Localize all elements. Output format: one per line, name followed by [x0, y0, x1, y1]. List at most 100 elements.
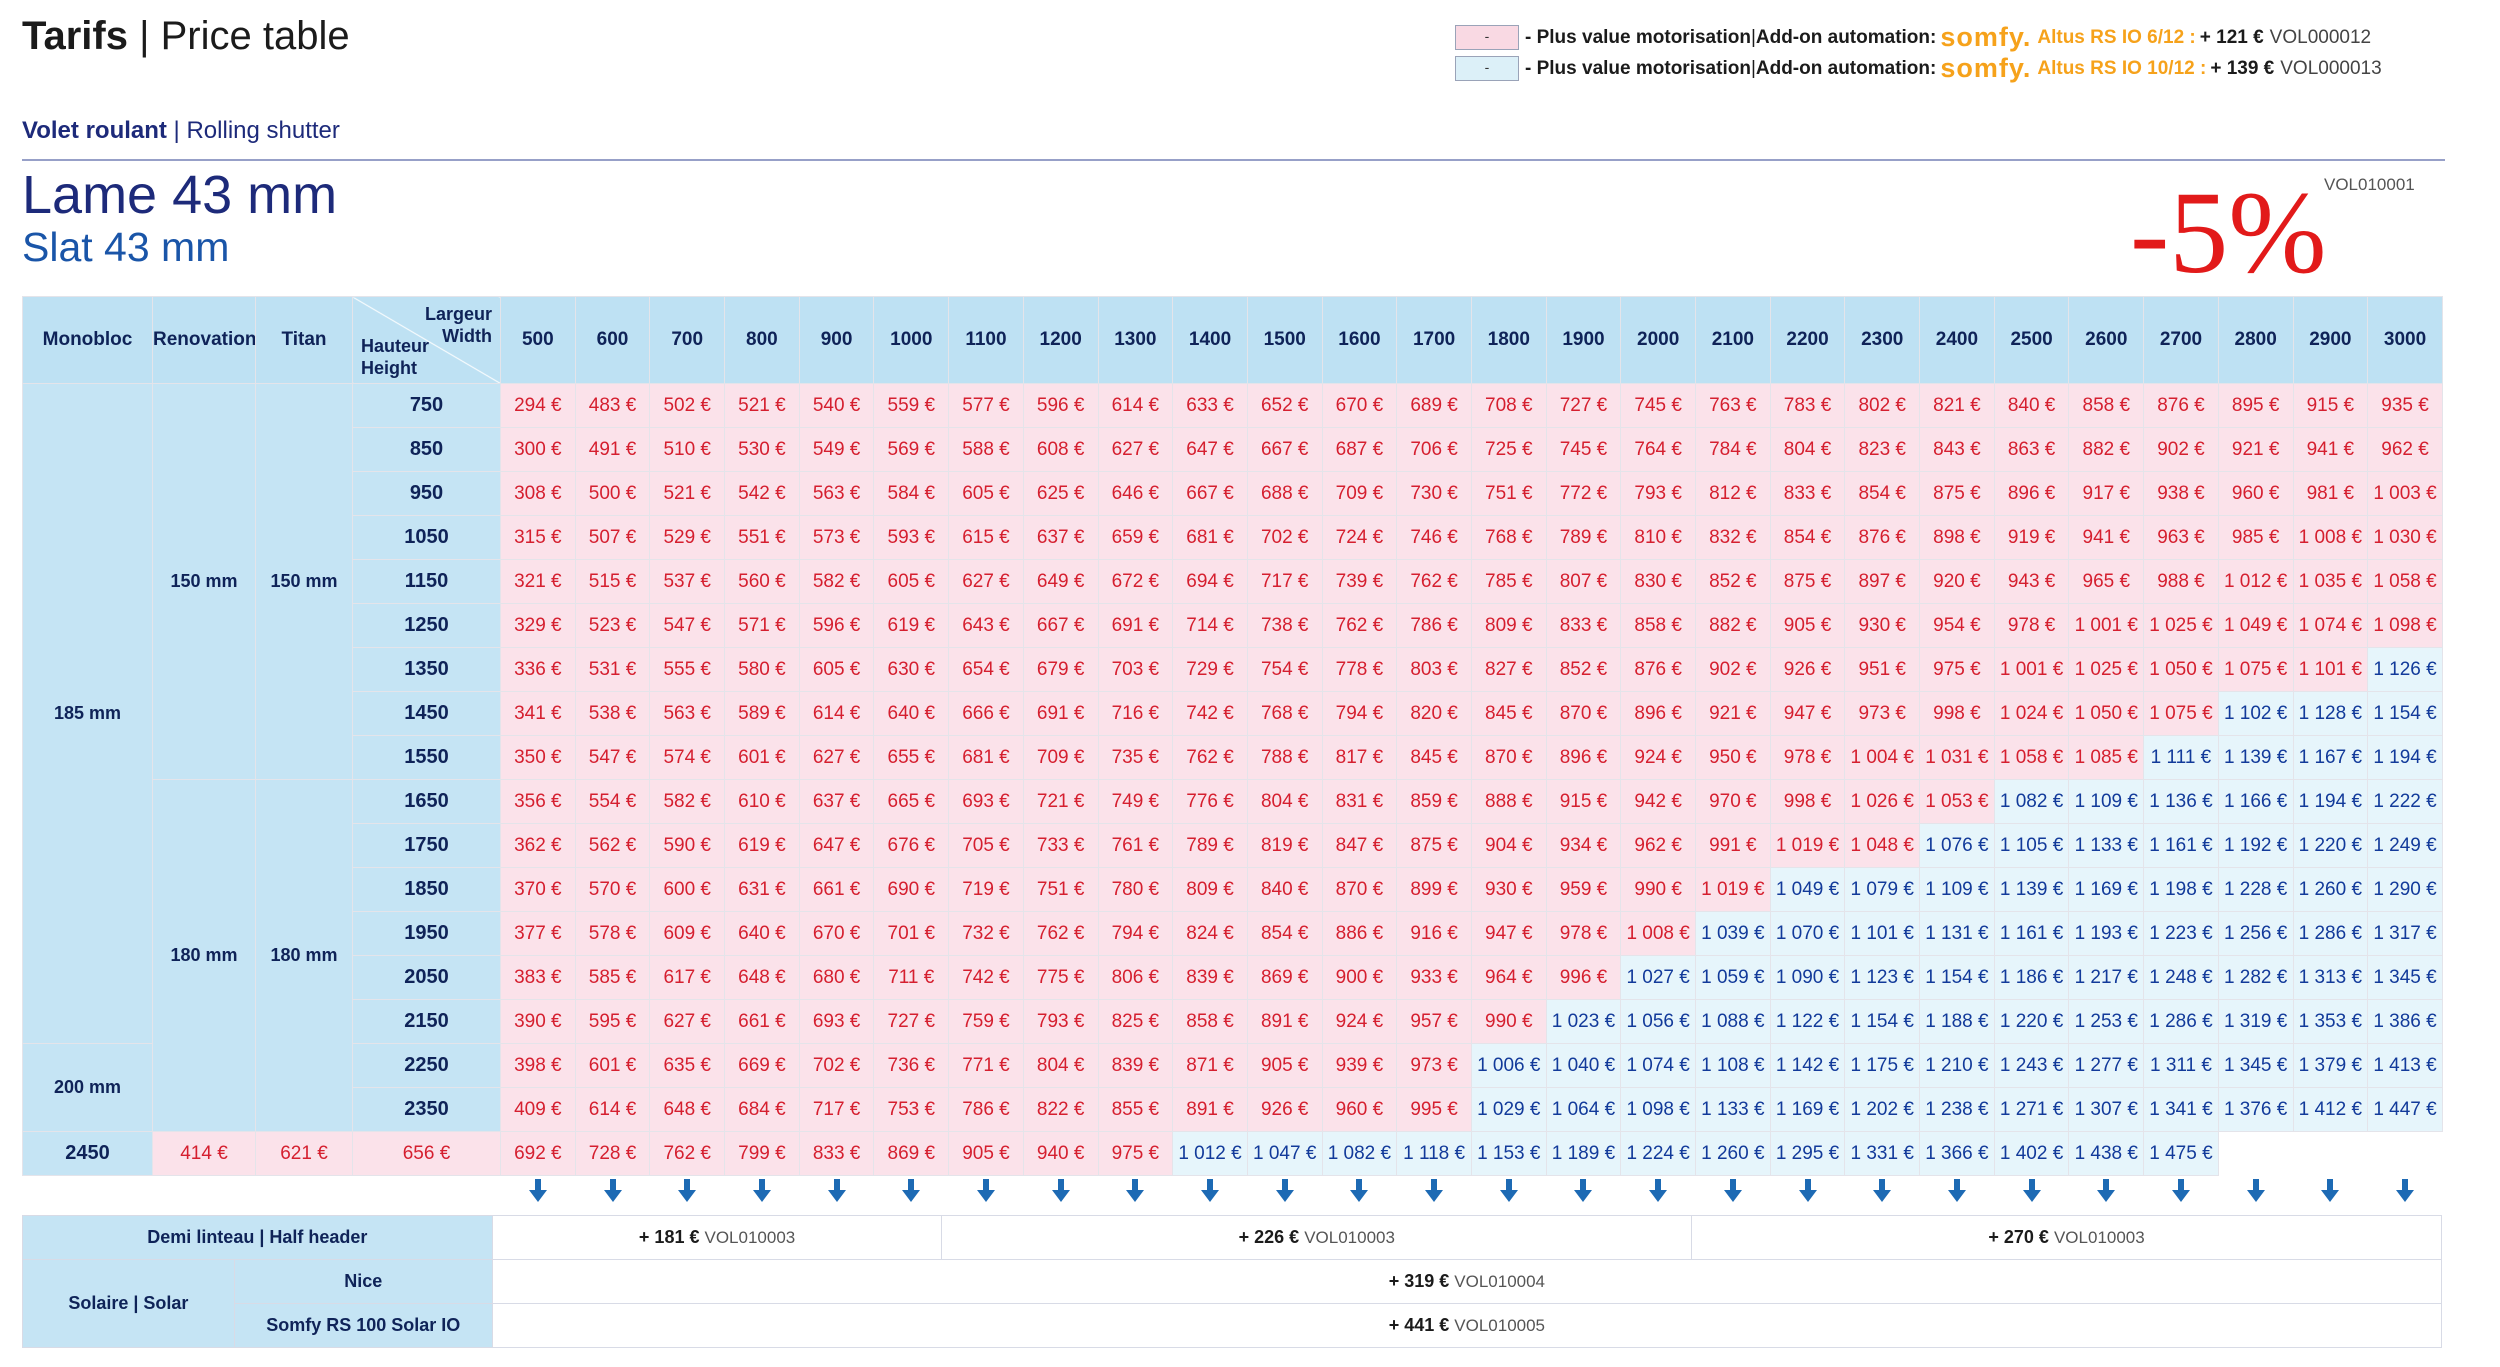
arrow-head — [1574, 1189, 1593, 1202]
renovation-size: 180 mm — [152, 779, 256, 1132]
price-cell: 549 € — [798, 427, 875, 472]
price-cell: 537 € — [649, 559, 726, 604]
arrow-head — [827, 1189, 846, 1202]
width-header: 600 — [574, 296, 651, 384]
legend-text-en: Add-on automation: — [1755, 57, 1937, 79]
price-cell: 830 € — [1620, 559, 1696, 604]
renovation-size: 150 mm — [152, 383, 256, 780]
price-cell: 1 008 € — [1620, 911, 1696, 956]
price-cell: 789 € — [1172, 823, 1248, 868]
price-cell: 709 € — [1022, 735, 1099, 780]
price-cell: 341 € — [500, 691, 576, 736]
table-row: 1350 336 €531 €555 €580 €605 €630 €654 €6… — [23, 647, 2443, 692]
price-cell: 637 € — [798, 779, 875, 824]
price-cell: 531 € — [574, 647, 651, 692]
price-cell: 562 € — [574, 823, 651, 868]
price-cell: 1 090 € — [1769, 955, 1846, 1000]
price-cell: 807 € — [1545, 559, 1622, 604]
price-cell: 1 402 € — [1993, 1131, 2070, 1176]
price-cell: 708 € — [1470, 383, 1547, 428]
price-cell: 762 € — [1022, 911, 1099, 956]
down-arrow-icon — [752, 1178, 771, 1203]
price-cell: 728 € — [574, 1131, 651, 1176]
price-cell: 763 € — [1695, 383, 1771, 428]
price-cell: 839 € — [1097, 1043, 1174, 1088]
arrow-cell — [724, 1175, 800, 1211]
price-cell: 840 € — [1993, 383, 2070, 428]
price-cell: 1 075 € — [2143, 691, 2219, 736]
arrow-stem — [1729, 1178, 1736, 1192]
price-cell: 1 286 € — [2292, 911, 2369, 956]
price-cell: 619 € — [873, 603, 950, 648]
arrow-head — [1873, 1189, 1892, 1202]
price-cell: 615 € — [948, 515, 1024, 560]
width-header: 800 — [724, 296, 800, 384]
price-cell: 691 € — [1097, 603, 1174, 648]
price-cell: 693 € — [798, 999, 875, 1044]
price-cell: 705 € — [948, 823, 1024, 868]
price-cell: 803 € — [1396, 647, 1472, 692]
price-cell: 899 € — [1396, 867, 1472, 912]
price-cell: 569 € — [873, 427, 950, 472]
arrow-cell — [1247, 1175, 1323, 1211]
height-value: 2050 — [352, 955, 501, 1000]
price-cell: 554 € — [574, 779, 651, 824]
price-cell: 1 039 € — [1695, 911, 1771, 956]
price-cell: 523 € — [574, 603, 651, 648]
arrow-stem — [1207, 1178, 1214, 1192]
price-cell: 1 047 € — [1246, 1131, 1323, 1176]
price-cell: 1 193 € — [2068, 911, 2145, 956]
legend-text-en: Add-on automation: — [1755, 26, 1937, 48]
price-cell: 1 311 € — [2143, 1043, 2219, 1088]
legend-text: - Plus value motorisation — [1525, 57, 1751, 79]
price-cell: 584 € — [873, 471, 950, 516]
arrow-head — [1425, 1189, 1444, 1202]
price-cell: 854 € — [1844, 471, 1921, 516]
price-cell: 560 € — [724, 559, 800, 604]
price-cell: 621 € — [255, 1131, 353, 1176]
price-cell: 300 € — [500, 427, 576, 472]
price-cell: 491 € — [574, 427, 651, 472]
price-cell: 716 € — [1097, 691, 1174, 736]
price-cell: 957 € — [1396, 999, 1472, 1044]
price-cell: 1 064 € — [1545, 1087, 1622, 1132]
price-cell: 711 € — [873, 955, 950, 1000]
price-cell: 902 € — [2143, 427, 2219, 472]
price-cell: 876 € — [1620, 647, 1696, 692]
price-cell: 762 € — [1172, 735, 1248, 780]
motor-price: + 121 € — [2199, 26, 2264, 48]
arrow-cell — [575, 1175, 650, 1211]
arrow-head — [752, 1189, 771, 1202]
arrow-head — [2097, 1189, 2116, 1202]
price-cell: 1 012 € — [2217, 559, 2294, 604]
price-cell: 649 € — [1022, 559, 1099, 604]
price-cell: 975 € — [1097, 1131, 1174, 1176]
price-cell: 951 € — [1844, 647, 1921, 692]
price-cell: 895 € — [2217, 383, 2294, 428]
price-cell: 551 € — [724, 515, 800, 560]
arrow-stem — [534, 1178, 541, 1192]
arrow-stem — [609, 1178, 616, 1192]
price-cell: 975 € — [1919, 647, 1995, 692]
price-cell: 1 056 € — [1620, 999, 1696, 1044]
arrow-head — [902, 1189, 921, 1202]
price-cell: 905 € — [1769, 603, 1846, 648]
price-cell: 780 € — [1097, 867, 1174, 912]
price-cell: 676 € — [873, 823, 950, 868]
col-header-titan: Titan — [255, 296, 353, 384]
price-cell: 1 098 € — [2367, 603, 2443, 648]
price-cell: 812 € — [1695, 471, 1771, 516]
price-cell: 998 € — [1919, 691, 1995, 736]
width-header: 1100 — [948, 296, 1024, 384]
height-value: 2450 — [22, 1131, 153, 1176]
price-cell: 684 € — [724, 1087, 800, 1132]
price-cell: 833 € — [1545, 603, 1622, 648]
price-cell: 1 282 € — [2217, 955, 2294, 1000]
width-header: 2600 — [2068, 296, 2145, 384]
price-cell: 1 111 € — [2143, 735, 2219, 780]
price-cell: 941 € — [2068, 515, 2145, 560]
price-cell: 793 € — [1022, 999, 1099, 1044]
arrow-cell — [1546, 1175, 1621, 1211]
price-cell: 786 € — [1396, 603, 1472, 648]
price-cell: 1 142 € — [1769, 1043, 1846, 1088]
